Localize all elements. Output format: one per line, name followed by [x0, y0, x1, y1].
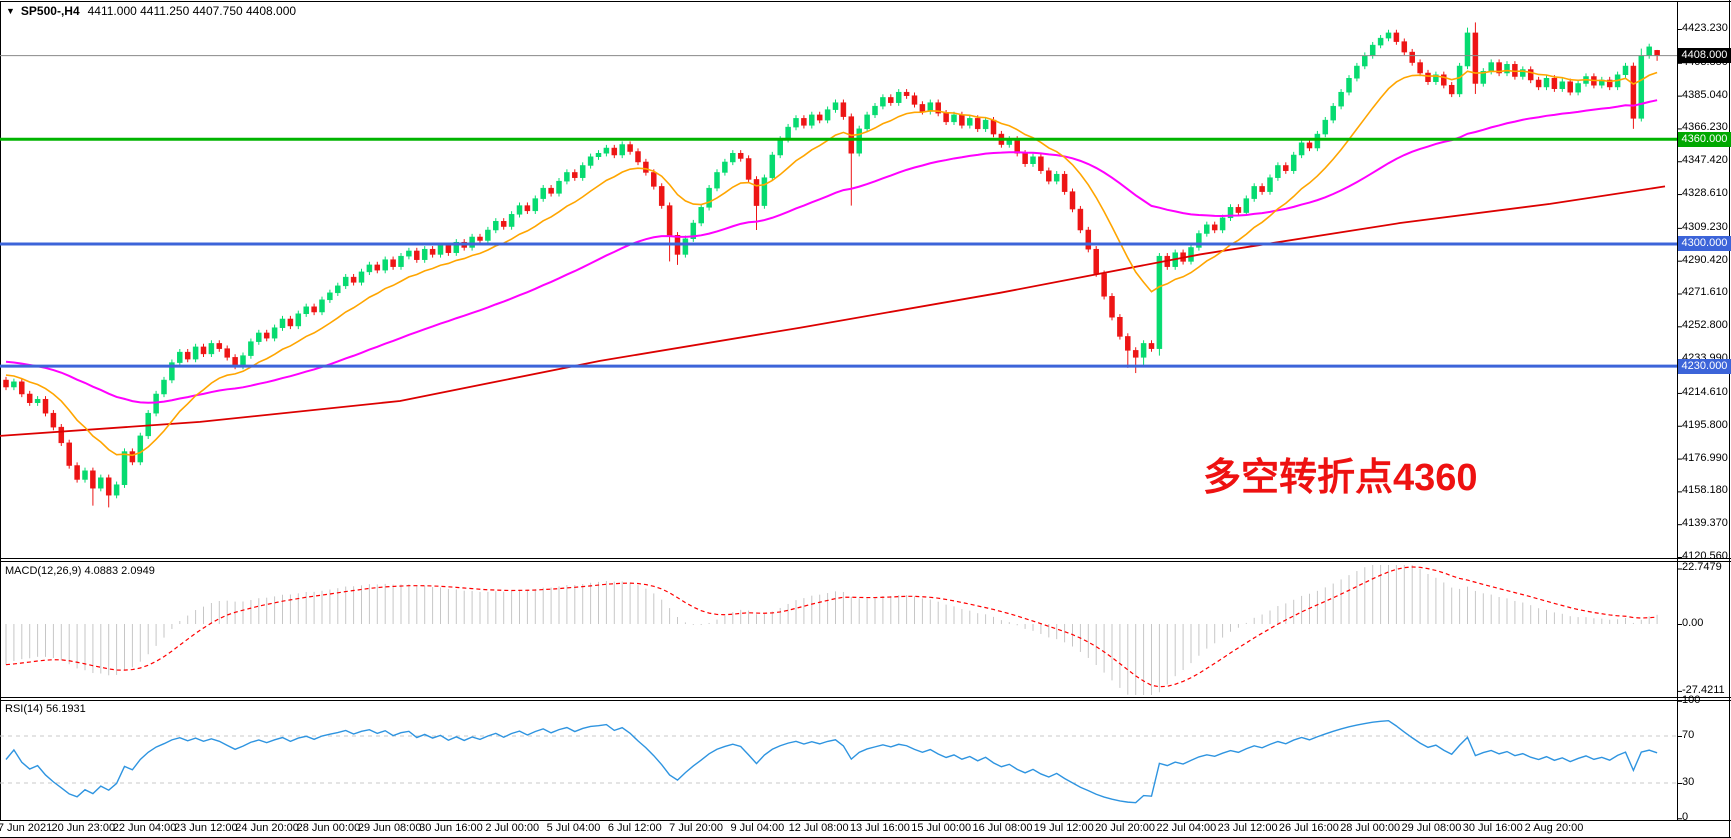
time-axis-label: 24 Jun 20:00 [235, 822, 299, 834]
panel-splitter-macd[interactable] [0, 556, 1731, 562]
time-axis-label: 22 Jul 04:00 [1156, 822, 1217, 834]
price-axis-label: 4158.180 [1682, 484, 1728, 497]
time-axis-label: 17 Jun 2021 [0, 822, 53, 834]
rsi-axis-label: 0 [1682, 811, 1689, 824]
price-axis-label: 4290.420 [1682, 253, 1728, 266]
rsi-indicator-header: RSI(14) 56.1931 [5, 703, 86, 715]
price-axis-label: 4347.420 [1682, 154, 1728, 167]
symbol-timeframe-label: SP500-,H4 [20, 4, 80, 18]
time-axis-label: 23 Jun 12:00 [174, 822, 238, 834]
level-price-badge: 4230.000 [1678, 358, 1731, 374]
time-axis-label: 15 Jul 00:00 [911, 822, 972, 834]
level-price-badge: 4300.000 [1678, 236, 1731, 252]
macd-axis-label: -27.4211 [1682, 683, 1725, 696]
time-axis-label: 2 Jul 00:00 [485, 822, 540, 834]
ohlc-quote-readout: 4411.000 4411.250 4407.750 4408.000 [87, 4, 297, 18]
price-axis-label: 4366.230 [1682, 121, 1728, 134]
time-axis-label: 7 Jul 20:00 [669, 822, 723, 834]
time-axis-label: 13 Jul 16:00 [849, 822, 910, 834]
chart-title-bar: ▼ SP500-,H4 4411.000 4411.250 4407.750 440… [6, 4, 296, 18]
price-axis-label: 4214.610 [1682, 385, 1728, 398]
time-axis-label: 16 Jul 08:00 [972, 822, 1033, 834]
price-axis-label: 4195.800 [1682, 418, 1728, 431]
annotation-text: 多空转折点4360 [1203, 457, 1478, 499]
time-axis-label: 20 Jul 20:00 [1095, 822, 1155, 834]
rsi-axis-label: 30 [1682, 776, 1695, 788]
macd-indicator-header: MACD(12,26,9) 4.0883 2.0949 [5, 565, 155, 577]
current-price-badge: 4408.000 [1678, 48, 1731, 64]
price-axis-label: 4176.990 [1682, 451, 1728, 464]
time-axis-label: 5 Jul 04:00 [546, 822, 601, 834]
time-axis-label: 20 Jun 23:00 [51, 822, 116, 834]
time-axis-label: 30 Jun 16:00 [419, 822, 483, 834]
symbol-dropdown-icon[interactable]: ▼ [6, 6, 15, 16]
time-axis-label: 22 Jun 04:00 [112, 822, 177, 834]
price-axis-label: 4120.560 [1682, 550, 1728, 562]
macd-axis-label: 0.00 [1682, 617, 1704, 629]
time-axis-label: 28 Jun 00:00 [296, 822, 361, 834]
price-axis-label: 4139.370 [1682, 517, 1728, 530]
price-axis-label: 4252.800 [1682, 319, 1728, 332]
time-axis-label: 23 Jul 12:00 [1217, 822, 1278, 834]
time-axis-label: 28 Jul 00:00 [1340, 822, 1401, 834]
time-axis-label: 29 Jul 08:00 [1401, 822, 1462, 834]
time-axis-label: 26 Jul 16:00 [1278, 822, 1339, 834]
time-axis-label: 19 Jul 12:00 [1033, 822, 1094, 834]
time-axis-label: 12 Jul 08:00 [788, 822, 849, 834]
price-axis-label: 4271.610 [1682, 286, 1728, 299]
time-axis-label: 29 Jun 08:00 [357, 822, 422, 834]
macd-axis-label: 22.7479 [1682, 561, 1722, 574]
price-axis-label: 4328.610 [1682, 187, 1728, 200]
panel-splitter-rsi[interactable] [0, 695, 1731, 701]
time-axis-label: 9 Jul 04:00 [730, 822, 785, 834]
rsi-axis-label: 70 [1682, 729, 1695, 741]
time-axis-label: 6 Jul 12:00 [607, 822, 662, 834]
level-price-badge: 4360.000 [1678, 131, 1731, 147]
price-axis-label: 4385.040 [1682, 88, 1728, 101]
price-axis-label: 4423.230 [1682, 22, 1728, 34]
time-axis-label: 30 Jul 16:00 [1462, 822, 1523, 834]
rsi-axis-label: 100 [1682, 693, 1701, 706]
time-axis-label: 2 Aug 20:00 [1524, 822, 1584, 834]
price-axis-label: 4309.230 [1682, 220, 1728, 233]
